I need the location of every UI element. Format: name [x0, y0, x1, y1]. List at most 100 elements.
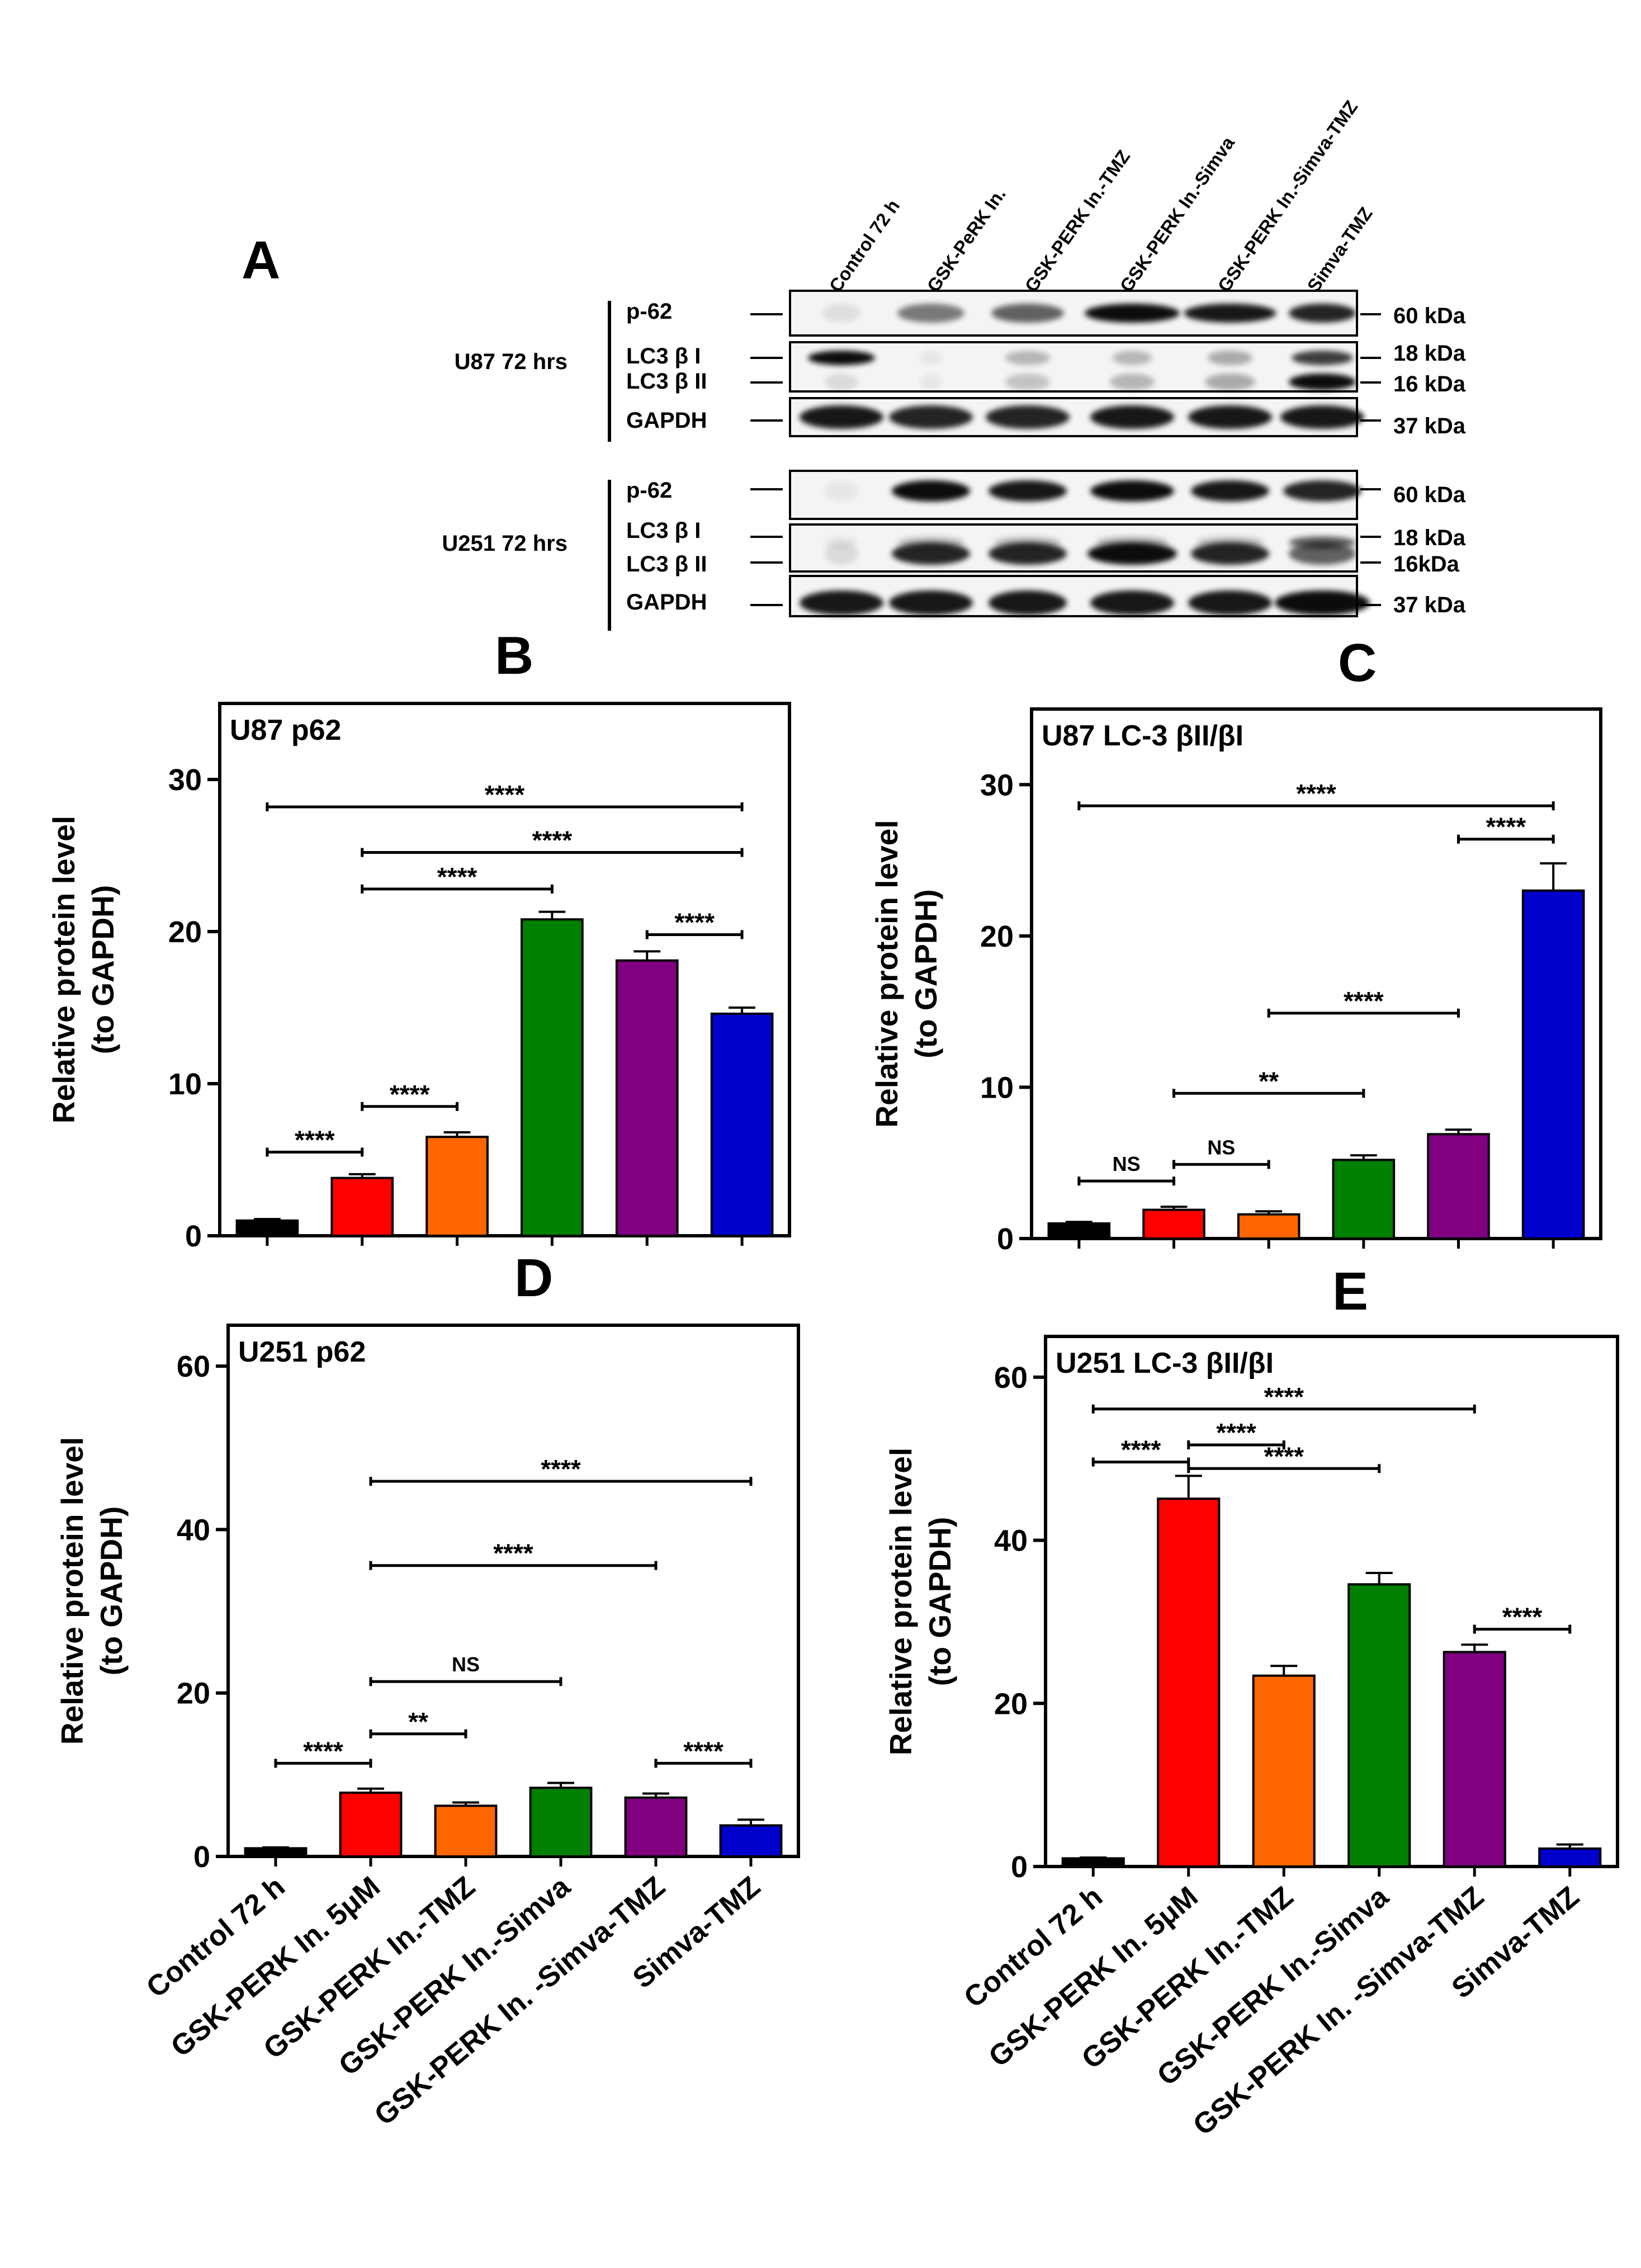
blot-band: [1090, 405, 1174, 429]
blot-band: [825, 480, 858, 502]
plot-frame: [1044, 1335, 1619, 1868]
y-tick-label: 0: [997, 1222, 1014, 1256]
blot-band: [989, 590, 1067, 615]
blot-band: [1191, 480, 1269, 502]
blot-band: [892, 542, 970, 565]
bar: [330, 1176, 394, 1237]
blot-band: [991, 304, 1064, 323]
significance-label: **: [408, 1707, 428, 1736]
kda-label: 18 kDa: [1393, 526, 1466, 550]
protein-label: LC3 β II: [626, 552, 707, 577]
significance-label: ****: [674, 908, 715, 937]
panel-label: B: [495, 626, 533, 686]
panel-label: C: [1338, 633, 1377, 693]
blot-band: [989, 480, 1067, 502]
bar: [615, 959, 679, 1237]
significance-label: **: [1259, 1066, 1279, 1095]
bar: [1521, 889, 1585, 1240]
kda-label: 16 kDa: [1393, 372, 1466, 396]
plot-title: U251 p62: [238, 1336, 366, 1368]
blot-band: [1188, 405, 1272, 429]
blot-strip: [789, 470, 1358, 520]
panel-label: D: [514, 1248, 553, 1308]
significance-label: ****: [532, 826, 573, 855]
bar: [1427, 1133, 1490, 1240]
blot-band: [1205, 374, 1255, 390]
protein-label: LC3 β II: [626, 369, 707, 394]
plot-frame: [1030, 707, 1602, 1240]
y-tick-label: 40: [994, 1524, 1028, 1558]
blot-strip: [789, 523, 1358, 573]
blot-band: [892, 480, 970, 502]
y-tick-label: 0: [193, 1840, 210, 1874]
significance-label: ****: [683, 1736, 723, 1765]
significance-label: ****: [1121, 1435, 1161, 1464]
y-axis-label: Relative protein level: [883, 1448, 918, 1755]
significance-label: ****: [390, 1080, 430, 1109]
bar: [529, 1787, 593, 1858]
bar: [235, 1219, 299, 1237]
y-tick-label: 10: [168, 1067, 202, 1101]
kda-label: 18 kDa: [1393, 341, 1466, 366]
blot-band: [920, 374, 942, 390]
protein-label: LC3 β I: [626, 518, 701, 543]
blot-band: [1283, 480, 1361, 502]
kda-label: 60 kDa: [1393, 483, 1466, 507]
cell-line-label: U87 72 hrs: [455, 349, 568, 374]
bar: [339, 1792, 403, 1858]
lane-label: GSK-PERK In.-Simva: [1115, 133, 1238, 296]
blot-band: [1289, 542, 1356, 565]
y-tick-label: 10: [980, 1071, 1014, 1104]
panel-label: E: [1332, 1261, 1368, 1321]
blot-band: [920, 351, 942, 365]
y-axis-label-unit: (to GAPDH): [923, 1517, 957, 1686]
lane-label: Control 72 h: [825, 196, 904, 296]
blot-band: [808, 351, 875, 365]
bar: [1061, 1857, 1125, 1868]
bar: [1443, 1651, 1506, 1868]
protein-label: GAPDH: [626, 408, 707, 433]
lane-label: Simva-TMZ: [1303, 204, 1376, 296]
blot-band: [800, 590, 883, 615]
bar: [244, 1847, 308, 1858]
blot-band: [1188, 590, 1272, 615]
kda-label: 37 kDa: [1393, 593, 1466, 617]
blot-band: [1289, 374, 1356, 390]
y-axis-label-unit: (to GAPDH): [94, 1506, 129, 1675]
blot-band: [1184, 304, 1276, 323]
bar: [521, 918, 584, 1237]
bar: [710, 1012, 774, 1237]
plot-frame: [218, 702, 791, 1237]
blot-band: [1005, 374, 1050, 390]
bar: [624, 1796, 688, 1858]
blot-band: [1208, 351, 1252, 365]
significance-label: ****: [541, 1454, 581, 1483]
bar: [719, 1824, 783, 1858]
plot-frame: [226, 1324, 800, 1858]
kda-label: 37 kDa: [1393, 414, 1466, 438]
blot-band: [1087, 542, 1177, 565]
y-axis-label: Relative protein level: [46, 816, 81, 1123]
significance-label: NS: [1207, 1136, 1235, 1159]
blot-band: [989, 542, 1067, 565]
blot-band: [1085, 304, 1180, 323]
significance-label: ****: [485, 780, 525, 809]
bar: [1332, 1159, 1396, 1240]
y-tick-label: 0: [185, 1220, 202, 1253]
significance-label: ****: [1296, 779, 1336, 808]
bar: [1538, 1847, 1602, 1868]
blot-band: [1191, 542, 1269, 565]
significance-label: ****: [493, 1539, 533, 1568]
blot-band: [1090, 590, 1174, 615]
bar: [1252, 1674, 1316, 1868]
y-axis-label: Relative protein level: [55, 1437, 89, 1745]
y-axis-label-unit: (to GAPDH): [86, 885, 120, 1054]
significance-label: ****: [437, 862, 477, 891]
y-tick-label: 0: [1011, 1850, 1028, 1884]
y-tick-label: 20: [177, 1677, 210, 1711]
bar: [1142, 1208, 1205, 1240]
protein-label: p-62: [626, 478, 672, 503]
significance-label: ****: [1264, 1442, 1304, 1471]
lane-label: GSK-PERK In.-TMZ: [1020, 147, 1134, 296]
